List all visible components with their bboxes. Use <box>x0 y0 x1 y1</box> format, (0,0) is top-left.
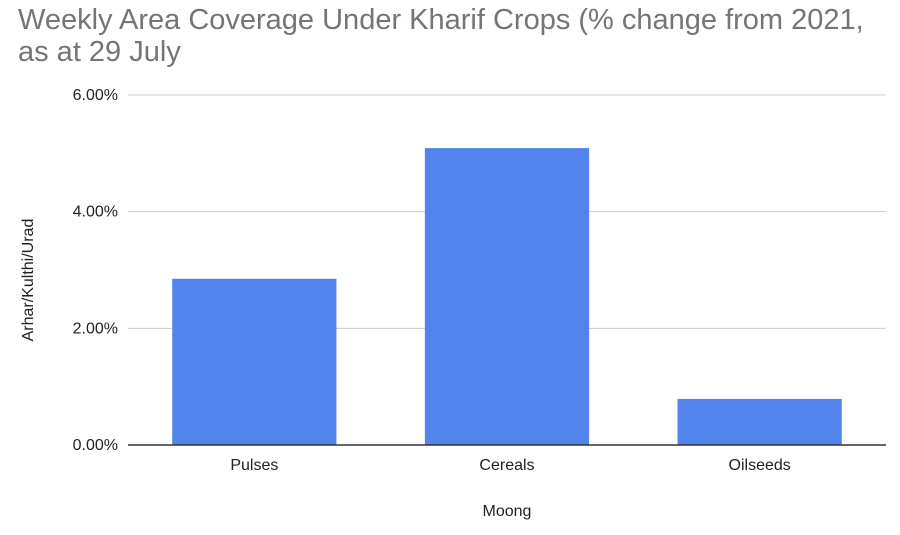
y-tick-label: 2.00% <box>73 320 118 337</box>
y-tick-labels: 0.00% 2.00% 4.00% 6.00% <box>73 87 118 454</box>
bars <box>172 148 842 446</box>
y-axis-label: Arhar/Kulthi/Urad <box>20 219 37 342</box>
y-tick-label: 0.00% <box>73 437 118 454</box>
x-tick-label: Pulses <box>230 457 278 474</box>
y-tick-label: 4.00% <box>73 204 118 221</box>
chart-title: Weekly Area Coverage Under Kharif Crops … <box>18 4 864 68</box>
bar-oilseeds <box>677 398 842 445</box>
bar-cereals <box>424 148 590 446</box>
y-tick-label: 6.00% <box>73 87 118 104</box>
x-tick-label: Cereals <box>479 457 534 474</box>
x-tick-label: Oilseeds <box>729 457 791 474</box>
x-tick-labels: Pulses Cereals Oilseeds <box>230 457 790 474</box>
bar-pulses <box>172 278 337 445</box>
x-axis-label: Moong <box>483 503 532 520</box>
